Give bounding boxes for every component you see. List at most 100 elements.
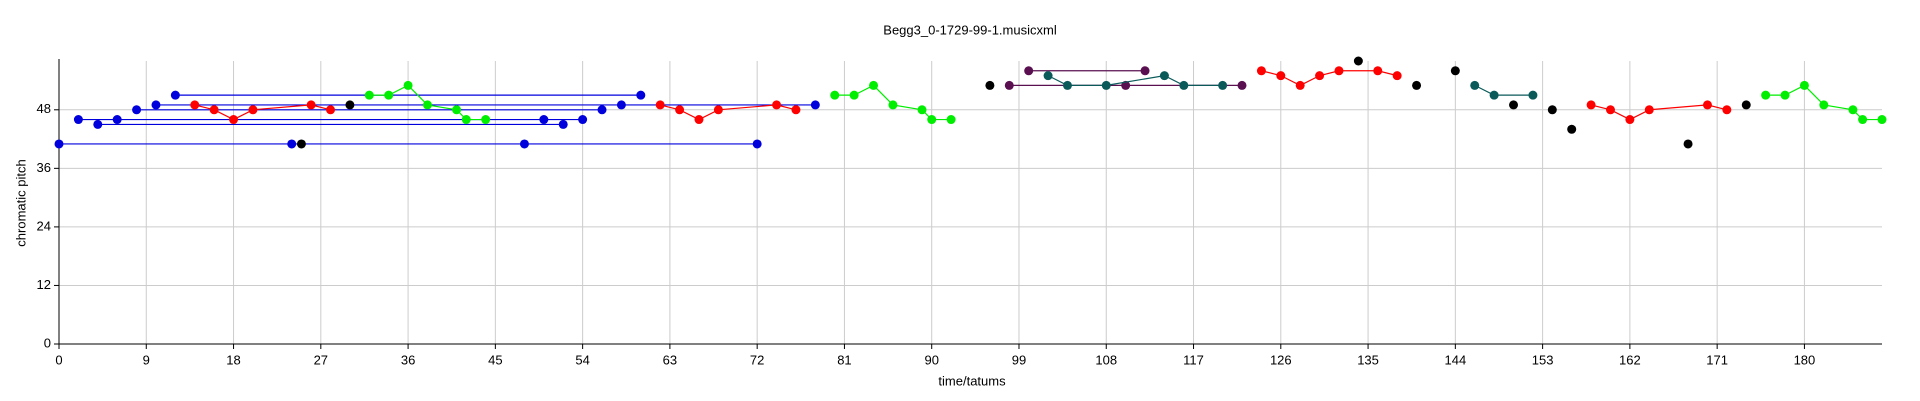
x-tick-label: 90 (924, 352, 938, 367)
series-line (59, 94, 816, 145)
note-point (1121, 80, 1131, 90)
x-tick-label: 36 (401, 352, 415, 367)
note-point (1470, 80, 1480, 90)
x-tick-label: 180 (1794, 352, 1816, 367)
note-point (1353, 56, 1363, 66)
chart-title: Begg3_0-1729-99-1.musicxml (883, 22, 1057, 37)
x-tick-label: 9 (143, 352, 150, 367)
note-point (1062, 80, 1072, 90)
note-point (713, 105, 723, 115)
x-tick-label: 81 (837, 352, 851, 367)
note-point (1848, 105, 1858, 115)
note-point (461, 115, 471, 125)
note-point (1334, 66, 1344, 76)
note-point (229, 115, 239, 125)
note-point (93, 119, 103, 129)
note-point (364, 90, 374, 100)
note-point (1799, 80, 1809, 90)
note-point (1780, 90, 1790, 100)
y-tick-label: 36 (37, 160, 51, 175)
note-point (616, 100, 626, 110)
note-point (1412, 80, 1422, 90)
note-point (209, 105, 219, 115)
x-tick-label: 99 (1012, 352, 1026, 367)
note-point (597, 105, 607, 115)
y-tick-label: 48 (37, 101, 51, 116)
note-point (810, 100, 820, 110)
x-tick-label: 27 (314, 352, 328, 367)
x-tick-label: 153 (1532, 352, 1554, 367)
note-point (1605, 105, 1615, 115)
note-point (1858, 115, 1868, 125)
note-point (917, 105, 927, 115)
note-point (1722, 105, 1732, 115)
y-axis-label: chromatic pitch (13, 159, 28, 246)
note-point (345, 100, 355, 110)
x-tick-label: 135 (1357, 352, 1379, 367)
note-point (1024, 66, 1034, 76)
y-tick-label: 0 (44, 335, 51, 350)
note-point (452, 105, 462, 115)
note-point (694, 115, 704, 125)
note-point (190, 100, 200, 110)
note-point (1644, 105, 1654, 115)
note-point (675, 105, 685, 115)
note-point (1761, 90, 1771, 100)
note-point (636, 90, 646, 100)
note-point (422, 100, 432, 110)
note-point (1450, 66, 1460, 76)
note-point (849, 90, 859, 100)
note-point (54, 139, 64, 149)
note-point (1295, 80, 1305, 90)
note-point (1489, 90, 1499, 100)
note-point (655, 100, 665, 110)
note-point (791, 105, 801, 115)
note-point (1218, 80, 1228, 90)
series-line (194, 70, 1727, 121)
note-point (869, 80, 879, 90)
note-point (888, 100, 898, 110)
x-tick-label: 63 (663, 352, 677, 367)
x-tick-label: 108 (1095, 352, 1117, 367)
x-axis-label: time/tatums (938, 373, 1006, 388)
note-point (1819, 100, 1829, 110)
note-point (296, 139, 306, 149)
note-point (772, 100, 782, 110)
note-point (558, 119, 568, 129)
x-tick-label: 0 (55, 352, 62, 367)
x-tick-label: 144 (1444, 352, 1466, 367)
note-point (1043, 71, 1053, 81)
note-point (403, 80, 413, 90)
note-point (1702, 100, 1712, 110)
note-point (1547, 105, 1557, 115)
note-point (1528, 90, 1538, 100)
x-tick-label: 117 (1183, 352, 1204, 367)
note-point (326, 105, 336, 115)
note-point (248, 105, 258, 115)
x-tick-label: 162 (1619, 352, 1641, 367)
note-point (1392, 71, 1402, 81)
note-point (384, 90, 394, 100)
note-point (73, 115, 83, 125)
note-point (306, 100, 316, 110)
note-point (1159, 71, 1169, 81)
note-point (1625, 115, 1635, 125)
note-point (1276, 71, 1286, 81)
note-point (1586, 100, 1596, 110)
note-point (481, 115, 491, 125)
y-tick-label: 12 (37, 277, 51, 292)
x-tick-label: 126 (1270, 352, 1292, 367)
note-point (1683, 139, 1693, 149)
note-point (985, 80, 995, 90)
note-point (830, 90, 840, 100)
note-point (170, 90, 180, 100)
note-point (752, 139, 762, 149)
note-point (1509, 100, 1519, 110)
y-tick-label: 24 (37, 218, 51, 233)
note-point (1237, 80, 1247, 90)
note-point (1315, 71, 1325, 81)
note-point (1179, 80, 1189, 90)
note-point (1140, 66, 1150, 76)
